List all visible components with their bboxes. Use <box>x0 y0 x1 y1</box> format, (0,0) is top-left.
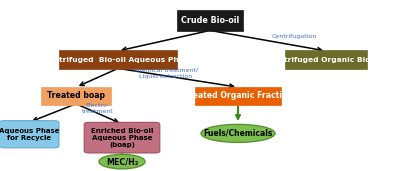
Text: Enriched Bio-oil
Aqueous Phase
(boap): Enriched Bio-oil Aqueous Phase (boap) <box>91 128 153 148</box>
Text: Chemical treatment/
Liquid extraction: Chemical treatment/ Liquid extraction <box>134 68 198 79</box>
Text: Centrifuged  Bio-oil Aqueous Phase: Centrifuged Bio-oil Aqueous Phase <box>43 57 193 63</box>
Text: Centrifugation: Centrifugation <box>272 34 317 39</box>
FancyBboxPatch shape <box>177 10 243 31</box>
FancyBboxPatch shape <box>41 87 111 105</box>
Text: Aqueous Phase
for Recycle: Aqueous Phase for Recycle <box>0 128 60 141</box>
Ellipse shape <box>201 124 275 142</box>
FancyBboxPatch shape <box>0 121 59 148</box>
Ellipse shape <box>99 154 145 169</box>
FancyBboxPatch shape <box>285 50 367 69</box>
Text: Centrifuged Organic Bio-oil: Centrifuged Organic Bio-oil <box>268 57 384 63</box>
Text: Treated boap: Treated boap <box>47 91 105 100</box>
Text: Fuels/Chemicals: Fuels/Chemicals <box>203 129 273 138</box>
Text: MEC/H₂: MEC/H₂ <box>106 157 138 166</box>
FancyBboxPatch shape <box>195 87 281 105</box>
FancyBboxPatch shape <box>59 50 177 69</box>
Text: Electro-
treatment: Electro- treatment <box>82 103 114 114</box>
FancyBboxPatch shape <box>84 122 160 153</box>
Text: Crude Bio-oil: Crude Bio-oil <box>181 16 239 25</box>
Text: Treated Organic Fraction: Treated Organic Fraction <box>184 91 292 100</box>
